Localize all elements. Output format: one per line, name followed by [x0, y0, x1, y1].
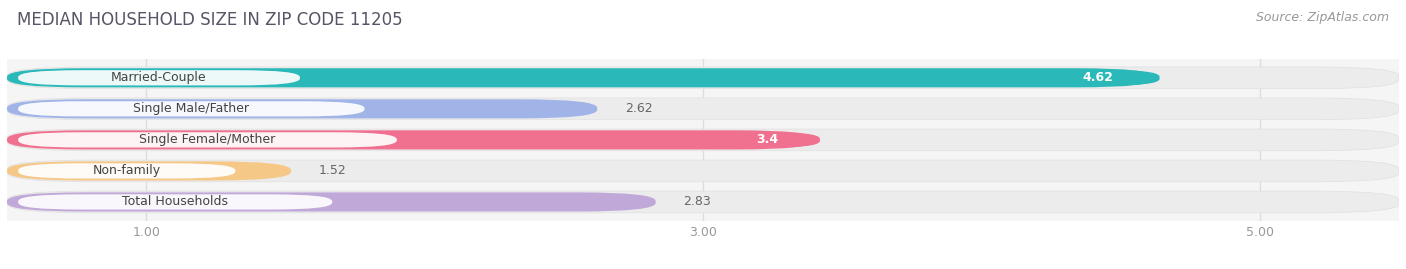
FancyBboxPatch shape — [7, 160, 1399, 182]
FancyBboxPatch shape — [18, 101, 364, 116]
Text: 4.62: 4.62 — [1083, 71, 1114, 84]
FancyBboxPatch shape — [7, 99, 598, 118]
FancyBboxPatch shape — [18, 70, 299, 85]
FancyBboxPatch shape — [7, 192, 655, 211]
FancyBboxPatch shape — [1038, 70, 1160, 86]
Text: 1.52: 1.52 — [319, 164, 346, 178]
FancyBboxPatch shape — [7, 67, 1399, 89]
Text: 2.62: 2.62 — [626, 102, 652, 115]
FancyBboxPatch shape — [716, 132, 820, 148]
FancyBboxPatch shape — [7, 161, 291, 180]
FancyBboxPatch shape — [18, 194, 332, 210]
Text: Single Female/Mother: Single Female/Mother — [139, 133, 276, 146]
Text: 2.83: 2.83 — [683, 196, 711, 208]
Text: Total Households: Total Households — [122, 196, 228, 208]
FancyBboxPatch shape — [7, 98, 1399, 120]
FancyBboxPatch shape — [7, 130, 814, 150]
FancyBboxPatch shape — [7, 68, 1154, 87]
FancyBboxPatch shape — [7, 191, 1399, 213]
FancyBboxPatch shape — [18, 132, 396, 147]
FancyBboxPatch shape — [7, 129, 1399, 151]
Text: Single Male/Father: Single Male/Father — [134, 102, 249, 115]
Text: Married-Couple: Married-Couple — [111, 71, 207, 84]
Text: 3.4: 3.4 — [756, 133, 779, 146]
FancyBboxPatch shape — [18, 163, 235, 179]
Text: Non-family: Non-family — [93, 164, 160, 178]
Text: Source: ZipAtlas.com: Source: ZipAtlas.com — [1256, 11, 1389, 24]
Text: MEDIAN HOUSEHOLD SIZE IN ZIP CODE 11205: MEDIAN HOUSEHOLD SIZE IN ZIP CODE 11205 — [17, 11, 402, 29]
